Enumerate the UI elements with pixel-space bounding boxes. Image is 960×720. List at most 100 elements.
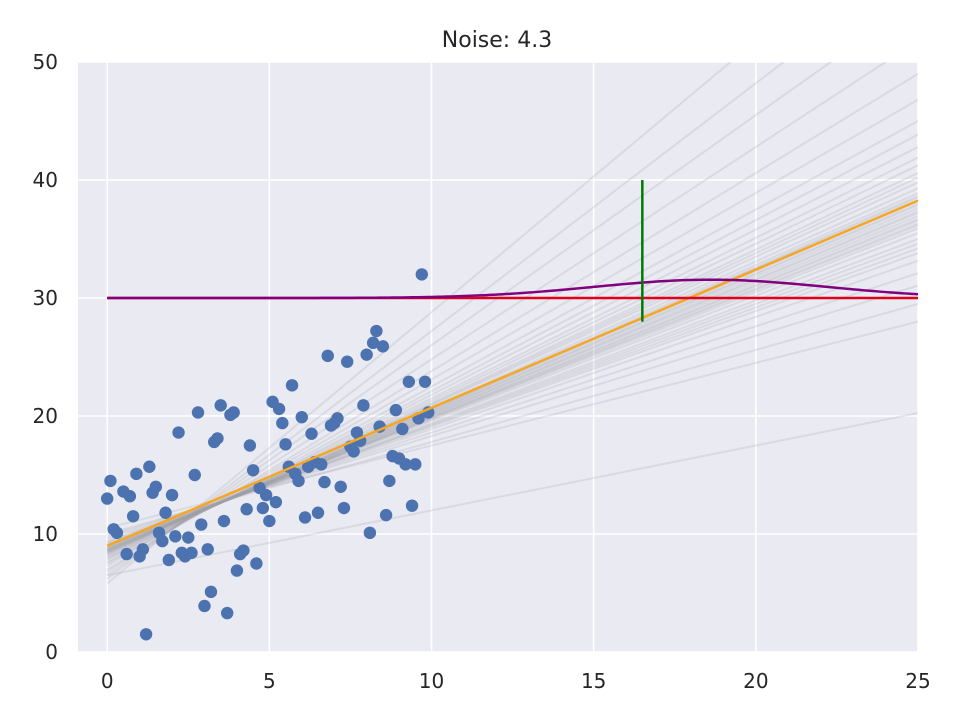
scatter-point <box>340 355 354 368</box>
scatter-point <box>198 599 211 613</box>
sample-line <box>106 133 918 564</box>
scatter-point <box>217 514 231 528</box>
sample-line <box>106 224 918 548</box>
scatter-point <box>110 526 124 540</box>
scatter-point <box>402 375 416 388</box>
y-tick-label: 0 <box>45 640 58 664</box>
x-tick-label: 25 <box>905 669 930 693</box>
scatter-point <box>188 468 201 482</box>
sample-line <box>106 219 918 550</box>
x-tick-label: 15 <box>581 669 606 693</box>
y-tick-label: 50 <box>33 50 58 74</box>
scatter-point <box>366 336 380 350</box>
scatter-point <box>130 467 143 481</box>
sample-line <box>106 210 918 552</box>
sample-line <box>106 62 833 577</box>
scatter-point <box>379 508 393 522</box>
sample-line <box>106 164 918 559</box>
sample-line <box>106 320 918 530</box>
scatter-point <box>165 488 179 502</box>
scatter-point <box>240 503 253 516</box>
chart-title: Noise: 4.3 <box>442 28 552 53</box>
sample-line <box>106 172 918 558</box>
sample-line <box>106 196 918 553</box>
x-tick-label: 20 <box>743 669 768 693</box>
scatter-point <box>370 324 383 338</box>
scatter-point <box>311 506 325 519</box>
scatter-point <box>396 422 409 436</box>
scatter-point <box>383 474 396 488</box>
scatter-point <box>357 399 370 412</box>
y-tick-label: 20 <box>33 404 58 428</box>
scatter-point <box>162 553 176 567</box>
scatter-point <box>272 402 286 416</box>
scatter-point <box>376 340 390 353</box>
scatter-point <box>337 501 351 515</box>
scatter-point <box>143 460 156 473</box>
sample-line <box>106 202 918 553</box>
plot-area <box>100 62 918 641</box>
scatter-point <box>126 510 140 523</box>
scatter-point <box>418 375 432 388</box>
sample-line <box>106 146 918 561</box>
sample-line <box>106 259 918 543</box>
scatter-point <box>389 403 403 417</box>
x-tick-label: 10 <box>419 669 444 693</box>
sample-line <box>106 187 918 555</box>
scatter-point <box>104 474 117 488</box>
scatter-point <box>120 547 133 561</box>
scatter-point <box>318 475 331 489</box>
y-tick-labels: 0 10 20 30 40 50 <box>33 50 58 664</box>
sample-line <box>106 242 918 546</box>
scatter-point <box>230 564 244 577</box>
scatter-point <box>405 499 419 512</box>
sample-line <box>106 272 918 540</box>
sample-line <box>106 62 786 580</box>
sample-line <box>106 302 918 535</box>
scatter-point <box>195 518 208 531</box>
scatter-point <box>276 416 289 430</box>
scatter-point <box>259 488 273 502</box>
scatter-point <box>185 546 198 560</box>
scatter-point <box>334 480 347 493</box>
scatter-point <box>136 543 150 556</box>
scatter-point <box>159 506 172 519</box>
sample-line <box>106 62 888 573</box>
y-tick-label: 30 <box>33 286 58 310</box>
sample-line <box>106 227 918 548</box>
sample-line <box>106 62 733 585</box>
sample-line <box>106 204 918 552</box>
scatter-point <box>169 530 182 543</box>
scatter-point <box>285 379 299 392</box>
scatter-point <box>321 349 334 363</box>
sample-line <box>106 232 918 547</box>
scatter-point <box>315 458 328 471</box>
sample-line <box>106 120 918 565</box>
scatter-point <box>182 531 195 544</box>
scatter-point <box>237 544 250 557</box>
sample-line <box>106 181 918 555</box>
x-tick-label: 5 <box>263 669 276 693</box>
scatter-point <box>250 557 263 570</box>
scatter-point <box>172 426 185 439</box>
y-tick-label: 40 <box>33 168 58 192</box>
sample-line <box>106 212 918 551</box>
x-tick-labels: 0 5 10 15 20 25 <box>101 669 931 693</box>
scatter-point <box>305 427 318 440</box>
scatter-point <box>100 492 114 505</box>
sample-line <box>106 72 918 571</box>
sample-line <box>106 222 918 550</box>
scatter-point <box>191 406 205 419</box>
sample-line <box>106 207 918 552</box>
scatter-point <box>201 543 214 556</box>
sample-line <box>106 156 918 560</box>
scatter-point <box>347 445 360 458</box>
plot-background <box>78 62 918 652</box>
scatter-point <box>295 410 308 424</box>
scatter-point <box>360 348 373 361</box>
scatter-point <box>409 458 422 471</box>
scatter-point <box>399 458 412 471</box>
y-tick-label: 10 <box>33 522 58 546</box>
